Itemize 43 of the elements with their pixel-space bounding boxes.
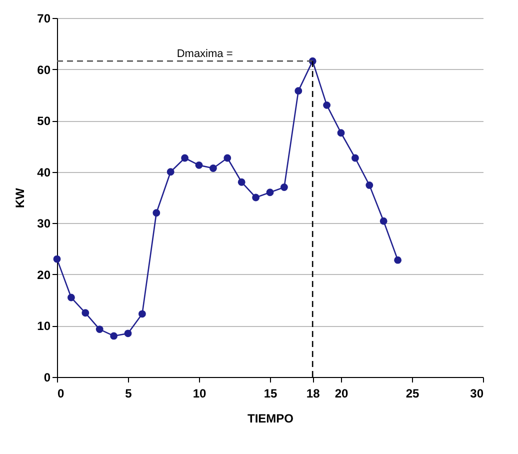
point: [224, 154, 232, 162]
point: [53, 255, 61, 263]
point: [124, 330, 132, 338]
point: [209, 164, 217, 172]
point: [82, 309, 90, 317]
point: [166, 168, 174, 176]
point: [110, 332, 118, 340]
x-tick-label: 15: [264, 386, 278, 400]
point: [366, 181, 374, 189]
point: [181, 154, 189, 162]
x-tick-label: 25: [406, 386, 420, 400]
x-tick-label: 18: [306, 386, 320, 400]
point: [351, 154, 359, 162]
point: [152, 209, 160, 217]
y-tick-label: 30: [37, 216, 51, 231]
ref-line-label: Dmaxima =: [176, 48, 233, 60]
point: [323, 101, 331, 109]
point: [138, 310, 146, 318]
y-tick-label: 70: [37, 12, 51, 26]
y-tick-label: 10: [37, 319, 51, 334]
point: [195, 161, 203, 169]
x-tick-label: 5: [125, 386, 132, 400]
point: [380, 217, 388, 225]
point: [394, 256, 402, 264]
point: [238, 178, 246, 186]
point: [252, 194, 260, 202]
y-tick-label: 20: [37, 268, 51, 282]
point: [337, 129, 345, 137]
point: [294, 87, 302, 95]
y-tick-label: 0: [44, 370, 51, 384]
x-tick-label: 30: [470, 386, 484, 400]
point: [67, 294, 75, 302]
y-tick-label: 60: [37, 62, 51, 77]
x-axis-title: TIEMPO: [247, 412, 294, 426]
y-axis-title: KW: [13, 187, 28, 208]
x-tick-label: 20: [334, 386, 348, 400]
point: [96, 326, 104, 334]
point: [266, 188, 274, 196]
x-tick-label: 10: [192, 386, 206, 400]
y-tick-label: 50: [37, 114, 51, 128]
x-tick-label: 0: [58, 386, 64, 400]
point: [280, 184, 288, 191]
y-tick-label: 40: [37, 165, 51, 180]
